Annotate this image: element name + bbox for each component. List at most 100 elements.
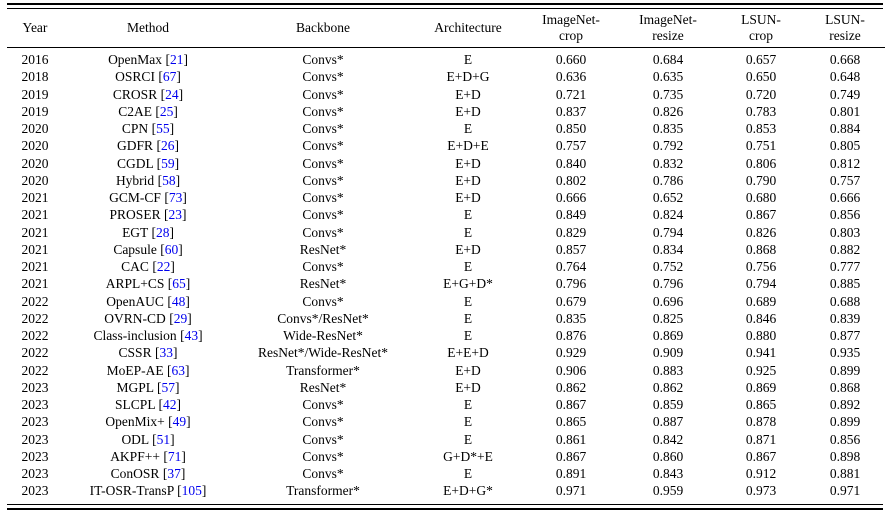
table-row: 2019 CROSR [24] Convs* E+D 0.721 0.735 0… [7, 86, 885, 103]
cite-bracket-close: ] [175, 172, 181, 188]
cell-imagenet-crop: 0.891 [555, 466, 587, 481]
cell-imagenet-crop: 0.862 [555, 379, 587, 395]
table-row: 2023 OpenMix+ [49] Convs* E 0.865 0.887 … [7, 413, 885, 430]
citation-link[interactable]: 65 [172, 276, 186, 292]
citation-link[interactable]: 29 [173, 310, 188, 326]
cell-architecture: E+D [455, 86, 481, 102]
cell-method: CAC [22] [63, 258, 233, 275]
cite-bracket-close: ] [169, 224, 174, 240]
cell-lsun-resize: 0.899 [829, 362, 861, 378]
cite-bracket-open: [ [151, 224, 156, 240]
citation-link[interactable]: 22 [156, 259, 171, 274]
method-name: CGDL [116, 155, 154, 171]
table-row: 2023 ODL [51] Convs* E 0.861 0.842 0.871… [7, 431, 885, 448]
cell-backbone: Wide-ResNet* [283, 328, 363, 343]
citation-link[interactable]: 58 [162, 172, 176, 188]
cite-bracket-open: [ [169, 310, 174, 326]
citation-link[interactable]: 43 [184, 328, 199, 343]
cell-imagenet-resize: 0.883 [652, 362, 684, 378]
cell-lsun-resize: 0.882 [829, 241, 861, 257]
cell-lsun-resize: 0.757 [829, 172, 861, 188]
citation-link[interactable]: 105 [181, 483, 202, 499]
cell-imagenet-crop: 0.849 [555, 207, 587, 223]
cell-imagenet-crop: 0.971 [555, 483, 587, 499]
citation-link[interactable]: 49 [172, 414, 187, 430]
citation-link[interactable]: 71 [167, 448, 182, 464]
citation-link[interactable]: 59 [161, 155, 175, 171]
cell-year: 2019 [21, 103, 49, 119]
table-row: 2022 Class-inclusion [43] Wide-ResNet* E… [7, 327, 885, 344]
cell-imagenet-resize: 0.792 [652, 138, 684, 154]
citation-link[interactable]: 28 [155, 224, 170, 240]
cell-backbone: ResNet*/Wide-ResNet* [258, 345, 388, 361]
citation-link[interactable]: 60 [164, 241, 179, 257]
cite-bracket-open: [ [168, 414, 173, 430]
citation-link[interactable]: 73 [168, 190, 183, 205]
cell-lsun-crop: 0.853 [745, 121, 777, 136]
cell-backbone: Convs* [302, 431, 344, 447]
cell-architecture: E [463, 397, 473, 412]
cite-bracket-close: ] [201, 483, 207, 499]
citation-link[interactable]: 23 [168, 207, 182, 223]
cell-imagenet-resize: 0.794 [652, 224, 684, 240]
cite-bracket-close: ] [185, 276, 191, 292]
citation-link[interactable]: 67 [162, 69, 177, 85]
results-table: Year Method Backbone Architecture ImageN… [7, 9, 885, 502]
citation-link[interactable]: 57 [161, 379, 175, 395]
table-row: 2021 EGT [28] Convs* E 0.829 0.794 0.826… [7, 224, 885, 241]
citation-link[interactable]: 26 [160, 138, 175, 154]
cell-imagenet-crop: 0.929 [555, 345, 587, 361]
cite-bracket-close: ] [174, 155, 180, 171]
cite-bracket-close: ] [176, 69, 181, 85]
cell-method: OVRN-CD [29] [63, 310, 233, 327]
cell-architecture: E+D+G* [443, 483, 493, 499]
cell-imagenet-resize: 0.684 [652, 52, 684, 67]
cite-bracket-close: ] [173, 103, 178, 119]
cite-bracket-open: [ [166, 362, 172, 378]
citation-link[interactable]: 55 [156, 121, 170, 136]
citation-link[interactable]: 48 [171, 293, 186, 309]
cite-bracket-open: [ [165, 52, 170, 67]
cell-lsun-crop: 0.650 [745, 69, 777, 85]
cell-method: CROSR [24] [63, 86, 233, 103]
citation-link[interactable]: 42 [162, 397, 177, 412]
cell-imagenet-crop: 0.840 [555, 155, 587, 171]
table-row: 2021 Capsule [60] ResNet* E+D 0.857 0.83… [7, 241, 885, 258]
cell-imagenet-resize: 0.824 [652, 207, 684, 223]
citation-link[interactable]: 33 [159, 345, 173, 361]
cell-architecture: E+D [455, 379, 481, 395]
cell-method: IT-OSR-TransP [105] [63, 482, 233, 501]
cell-backbone: Convs* [302, 121, 344, 136]
citation-link[interactable]: 25 [159, 103, 174, 119]
cell-lsun-crop: 0.973 [745, 483, 777, 499]
method-name: Capsule [113, 241, 157, 257]
cite-bracket-close: ] [182, 190, 187, 205]
cell-year: 2023 [21, 448, 49, 464]
cell-lsun-crop: 0.878 [745, 414, 777, 430]
cite-bracket-open: [ [155, 103, 160, 119]
method-name: MoEP-AE [106, 362, 164, 378]
citation-link[interactable]: 21 [169, 52, 184, 67]
cell-lsun-resize: 0.877 [829, 328, 861, 343]
citation-link[interactable]: 24 [165, 86, 179, 102]
cell-method: C2AE [25] [63, 103, 233, 120]
citation-link[interactable]: 51 [156, 431, 171, 447]
cell-imagenet-resize: 0.696 [652, 293, 684, 309]
citation-link[interactable]: 37 [167, 466, 181, 481]
method-name: OVRN-CD [104, 310, 166, 326]
cite-bracket-open: [ [167, 276, 173, 292]
cell-imagenet-crop: 0.837 [555, 103, 587, 119]
citation-link[interactable]: 63 [171, 362, 185, 378]
cell-backbone: Convs*/ResNet* [277, 310, 369, 326]
cell-lsun-crop: 0.806 [745, 155, 777, 171]
cell-architecture: E+D [455, 241, 481, 257]
cell-imagenet-resize: 0.887 [652, 414, 684, 430]
cite-bracket-close: ] [184, 362, 190, 378]
bottom-double-rule [7, 503, 883, 510]
cell-lsun-resize: 0.666 [829, 190, 861, 205]
cell-lsun-resize: 0.805 [829, 138, 861, 154]
table-row: 2020 CGDL [59] Convs* E+D 0.840 0.832 0.… [7, 155, 885, 172]
cell-architecture: E+D [455, 103, 481, 119]
cell-imagenet-crop: 0.796 [555, 276, 587, 292]
cell-lsun-crop: 0.794 [745, 276, 777, 292]
